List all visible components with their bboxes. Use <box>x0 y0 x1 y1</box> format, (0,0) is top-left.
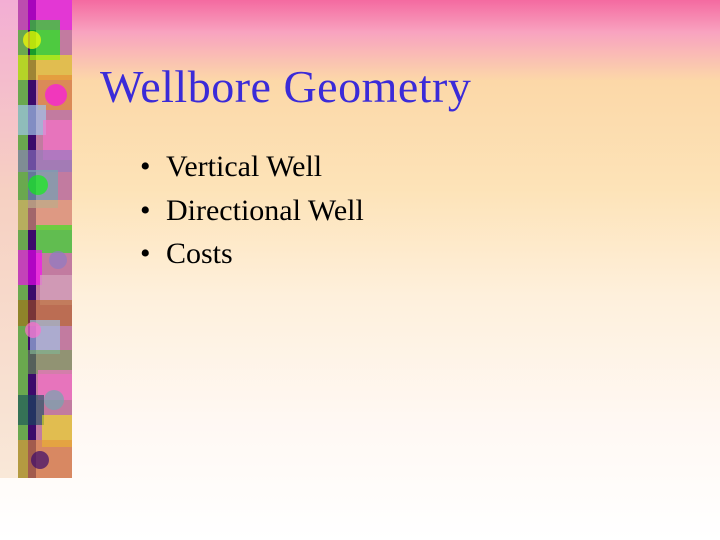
list-item: Directional Well <box>140 189 364 233</box>
left-edge-panel <box>0 0 18 478</box>
decorative-strip <box>18 0 72 478</box>
list-item: Costs <box>140 232 364 276</box>
bullet-text: Vertical Well <box>166 150 322 183</box>
slide: Wellbore Geometry Vertical Well Directio… <box>0 0 720 540</box>
bullet-text: Costs <box>166 237 233 270</box>
decorative-pattern <box>18 0 72 478</box>
list-item: Vertical Well <box>140 145 364 189</box>
bullet-list: Vertical Well Directional Well Costs <box>140 145 364 276</box>
slide-title: Wellbore Geometry <box>100 60 471 113</box>
bullet-text: Directional Well <box>166 194 364 227</box>
